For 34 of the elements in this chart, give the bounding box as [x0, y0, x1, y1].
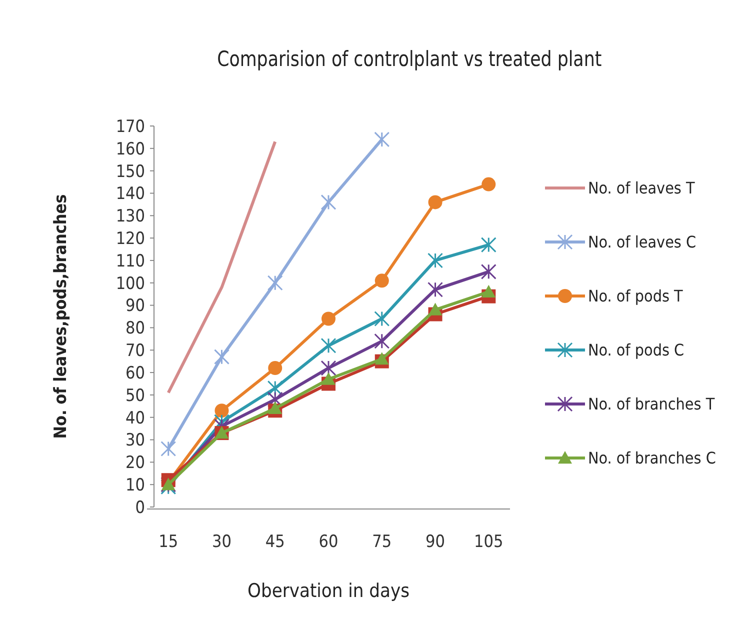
- legend-label: No. of branches T: [588, 394, 715, 414]
- legend-label: No. of pods T: [588, 286, 684, 306]
- x-tick-label: 75: [372, 532, 392, 552]
- y-tick-label: 50: [126, 386, 145, 406]
- chart-title: Comparision of controlplant vs treated plant: [217, 46, 602, 72]
- legend-label: No. of branches C: [588, 448, 716, 468]
- x-tick-label: 45: [265, 532, 285, 552]
- y-tick-label: 130: [116, 206, 145, 227]
- y-tick-label: 70: [126, 341, 145, 362]
- x-tick-label: 30: [212, 532, 232, 552]
- y-tick-label: 120: [116, 229, 145, 250]
- x-tick-label: 60: [318, 532, 338, 552]
- y-axis-title: No. of leaves,pods,branches: [51, 194, 71, 439]
- x-tick-label: 15: [158, 532, 178, 552]
- y-tick-label: 160: [116, 139, 145, 160]
- x-axis-title: Obervation in days: [248, 580, 410, 602]
- y-tick-label: 20: [126, 453, 145, 474]
- y-tick-label: 0: [135, 498, 145, 518]
- y-tick-label: 40: [126, 408, 145, 428]
- y-tick-label: 30: [126, 430, 145, 451]
- x-tick-label: 105: [474, 532, 504, 552]
- y-tick-label: 100: [116, 274, 145, 294]
- y-tick-label: 60: [126, 363, 145, 384]
- y-tick-label: 110: [116, 251, 145, 272]
- legend-label: No. of leaves C: [588, 232, 696, 252]
- y-tick-label: 10: [126, 476, 145, 496]
- x-tick-label: 90: [426, 532, 445, 552]
- y-tick-label: 80: [126, 318, 145, 339]
- y-tick-label: 140: [116, 184, 145, 204]
- y-tick-label: 170: [116, 116, 145, 137]
- legend-label: No. of pods C: [588, 340, 684, 360]
- y-tick-label: 150: [116, 162, 145, 182]
- y-tick-label: 90: [126, 296, 145, 316]
- legend-label: No. of leaves T: [588, 178, 695, 198]
